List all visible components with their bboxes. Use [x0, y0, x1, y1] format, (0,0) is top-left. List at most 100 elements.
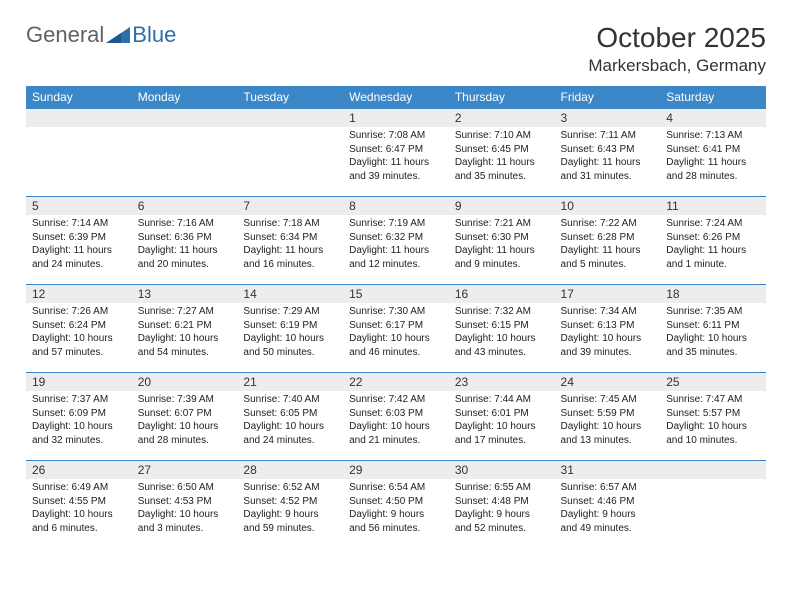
day-body: Sunrise: 6:50 AMSunset: 4:53 PMDaylight:…	[132, 479, 238, 539]
day-body: Sunrise: 6:52 AMSunset: 4:52 PMDaylight:…	[237, 479, 343, 539]
day-body: Sunrise: 7:35 AMSunset: 6:11 PMDaylight:…	[660, 303, 766, 363]
weekday-header: Thursday	[449, 86, 555, 109]
daylight-text: Daylight: 10 hours and 3 minutes.	[138, 508, 232, 535]
daylight-text: Daylight: 10 hours and 35 minutes.	[666, 332, 760, 359]
daylight-text: Daylight: 10 hours and 24 minutes.	[243, 420, 337, 447]
sunrise-text: Sunrise: 6:54 AM	[349, 481, 443, 495]
weekday-header: Wednesday	[343, 86, 449, 109]
daylight-text: Daylight: 10 hours and 6 minutes.	[32, 508, 126, 535]
daylight-text: Daylight: 11 hours and 35 minutes.	[455, 156, 549, 183]
daylight-text: Daylight: 11 hours and 12 minutes.	[349, 244, 443, 271]
sunset-text: Sunset: 6:34 PM	[243, 231, 337, 245]
calendar-table: Sunday Monday Tuesday Wednesday Thursday…	[26, 86, 766, 549]
daylight-text: Daylight: 11 hours and 1 minute.	[666, 244, 760, 271]
daylight-text: Daylight: 10 hours and 17 minutes.	[455, 420, 549, 447]
sunrise-text: Sunrise: 7:29 AM	[243, 305, 337, 319]
day-number: 17	[555, 285, 661, 303]
calendar-day-cell	[660, 461, 766, 549]
sunrise-text: Sunrise: 7:27 AM	[138, 305, 232, 319]
day-body: Sunrise: 6:49 AMSunset: 4:55 PMDaylight:…	[26, 479, 132, 539]
day-body: Sunrise: 7:24 AMSunset: 6:26 PMDaylight:…	[660, 215, 766, 275]
day-number: 12	[26, 285, 132, 303]
calendar-day-cell: 8Sunrise: 7:19 AMSunset: 6:32 PMDaylight…	[343, 197, 449, 285]
sunrise-text: Sunrise: 7:10 AM	[455, 129, 549, 143]
calendar-day-cell: 10Sunrise: 7:22 AMSunset: 6:28 PMDayligh…	[555, 197, 661, 285]
calendar-day-cell: 6Sunrise: 7:16 AMSunset: 6:36 PMDaylight…	[132, 197, 238, 285]
logo-text-general: General	[26, 22, 104, 48]
day-number	[237, 109, 343, 127]
sunrise-text: Sunrise: 7:18 AM	[243, 217, 337, 231]
sunset-text: Sunset: 4:53 PM	[138, 495, 232, 509]
sunrise-text: Sunrise: 7:08 AM	[349, 129, 443, 143]
day-number: 6	[132, 197, 238, 215]
daylight-text: Daylight: 10 hours and 50 minutes.	[243, 332, 337, 359]
calendar-day-cell: 28Sunrise: 6:52 AMSunset: 4:52 PMDayligh…	[237, 461, 343, 549]
day-number: 8	[343, 197, 449, 215]
day-body: Sunrise: 7:14 AMSunset: 6:39 PMDaylight:…	[26, 215, 132, 275]
sunset-text: Sunset: 6:47 PM	[349, 143, 443, 157]
calendar-week-row: 19Sunrise: 7:37 AMSunset: 6:09 PMDayligh…	[26, 373, 766, 461]
sunrise-text: Sunrise: 7:16 AM	[138, 217, 232, 231]
sunset-text: Sunset: 6:05 PM	[243, 407, 337, 421]
day-number: 11	[660, 197, 766, 215]
day-number: 7	[237, 197, 343, 215]
sunset-text: Sunset: 4:50 PM	[349, 495, 443, 509]
day-body: Sunrise: 7:30 AMSunset: 6:17 PMDaylight:…	[343, 303, 449, 363]
sunrise-text: Sunrise: 7:47 AM	[666, 393, 760, 407]
daylight-text: Daylight: 10 hours and 21 minutes.	[349, 420, 443, 447]
calendar-day-cell: 21Sunrise: 7:40 AMSunset: 6:05 PMDayligh…	[237, 373, 343, 461]
calendar-day-cell: 20Sunrise: 7:39 AMSunset: 6:07 PMDayligh…	[132, 373, 238, 461]
daylight-text: Daylight: 10 hours and 46 minutes.	[349, 332, 443, 359]
daylight-text: Daylight: 10 hours and 32 minutes.	[32, 420, 126, 447]
sunset-text: Sunset: 6:41 PM	[666, 143, 760, 157]
sunrise-text: Sunrise: 7:19 AM	[349, 217, 443, 231]
sunset-text: Sunset: 6:17 PM	[349, 319, 443, 333]
sunrise-text: Sunrise: 6:57 AM	[561, 481, 655, 495]
sunset-text: Sunset: 6:07 PM	[138, 407, 232, 421]
day-body: Sunrise: 6:54 AMSunset: 4:50 PMDaylight:…	[343, 479, 449, 539]
sunset-text: Sunset: 6:03 PM	[349, 407, 443, 421]
calendar-week-row: 26Sunrise: 6:49 AMSunset: 4:55 PMDayligh…	[26, 461, 766, 549]
sunrise-text: Sunrise: 7:22 AM	[561, 217, 655, 231]
day-number: 10	[555, 197, 661, 215]
sunrise-text: Sunrise: 7:13 AM	[666, 129, 760, 143]
weekday-header: Sunday	[26, 86, 132, 109]
day-body: Sunrise: 7:16 AMSunset: 6:36 PMDaylight:…	[132, 215, 238, 275]
sunrise-text: Sunrise: 7:14 AM	[32, 217, 126, 231]
day-body: Sunrise: 7:37 AMSunset: 6:09 PMDaylight:…	[26, 391, 132, 451]
day-number: 15	[343, 285, 449, 303]
calendar-day-cell: 30Sunrise: 6:55 AMSunset: 4:48 PMDayligh…	[449, 461, 555, 549]
sunset-text: Sunset: 4:55 PM	[32, 495, 126, 509]
location: Markersbach, Germany	[588, 56, 766, 76]
day-number	[660, 461, 766, 479]
calendar-day-cell: 27Sunrise: 6:50 AMSunset: 4:53 PMDayligh…	[132, 461, 238, 549]
day-number: 24	[555, 373, 661, 391]
day-number	[132, 109, 238, 127]
calendar-day-cell: 7Sunrise: 7:18 AMSunset: 6:34 PMDaylight…	[237, 197, 343, 285]
day-body: Sunrise: 7:40 AMSunset: 6:05 PMDaylight:…	[237, 391, 343, 451]
day-body: Sunrise: 7:18 AMSunset: 6:34 PMDaylight:…	[237, 215, 343, 275]
logo: General Blue	[26, 22, 176, 48]
calendar-week-row: 1Sunrise: 7:08 AMSunset: 6:47 PMDaylight…	[26, 109, 766, 197]
sunset-text: Sunset: 6:19 PM	[243, 319, 337, 333]
sunrise-text: Sunrise: 7:26 AM	[32, 305, 126, 319]
daylight-text: Daylight: 11 hours and 9 minutes.	[455, 244, 549, 271]
day-number: 26	[26, 461, 132, 479]
sunrise-text: Sunrise: 7:11 AM	[561, 129, 655, 143]
day-body: Sunrise: 7:34 AMSunset: 6:13 PMDaylight:…	[555, 303, 661, 363]
calendar-day-cell: 26Sunrise: 6:49 AMSunset: 4:55 PMDayligh…	[26, 461, 132, 549]
calendar-day-cell: 31Sunrise: 6:57 AMSunset: 4:46 PMDayligh…	[555, 461, 661, 549]
day-body: Sunrise: 7:08 AMSunset: 6:47 PMDaylight:…	[343, 127, 449, 187]
day-body: Sunrise: 7:42 AMSunset: 6:03 PMDaylight:…	[343, 391, 449, 451]
sunset-text: Sunset: 6:13 PM	[561, 319, 655, 333]
calendar-day-cell: 3Sunrise: 7:11 AMSunset: 6:43 PMDaylight…	[555, 109, 661, 197]
calendar-day-cell	[237, 109, 343, 197]
daylight-text: Daylight: 10 hours and 10 minutes.	[666, 420, 760, 447]
sunrise-text: Sunrise: 7:35 AM	[666, 305, 760, 319]
sunrise-text: Sunrise: 7:37 AM	[32, 393, 126, 407]
sunset-text: Sunset: 5:59 PM	[561, 407, 655, 421]
daylight-text: Daylight: 9 hours and 49 minutes.	[561, 508, 655, 535]
day-body: Sunrise: 7:10 AMSunset: 6:45 PMDaylight:…	[449, 127, 555, 187]
day-body: Sunrise: 7:44 AMSunset: 6:01 PMDaylight:…	[449, 391, 555, 451]
weekday-header: Friday	[555, 86, 661, 109]
